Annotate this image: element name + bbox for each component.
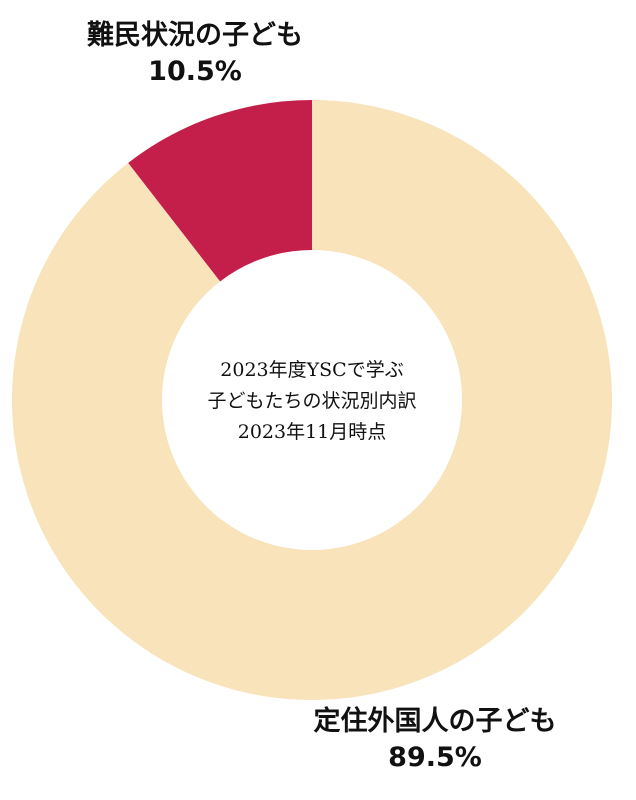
slice-label-value: 89.5%	[388, 742, 482, 773]
chart-center-title: 2023年度YSCで学ぶ 子どもたちの状況別内訳 2023年11月時点	[162, 355, 462, 448]
center-title-line: 2023年度YSCで学ぶ	[220, 359, 404, 381]
donut-slice-0	[128, 100, 312, 282]
center-title-line: 2023年11月時点	[237, 421, 387, 443]
slice-label-resident: 定住外国人の子ども 89.5%	[290, 704, 580, 776]
slice-label-name: 難民状況の子ども	[87, 20, 303, 51]
slice-label-name: 定住外国人の子ども	[313, 706, 557, 737]
slice-label-value: 10.5%	[148, 56, 242, 87]
slice-label-refugee: 難民状況の子ども 10.5%	[60, 18, 330, 90]
donut-slice-1	[11, 100, 613, 700]
center-title-line: 子どもたちの状況別内訳	[207, 390, 417, 412]
